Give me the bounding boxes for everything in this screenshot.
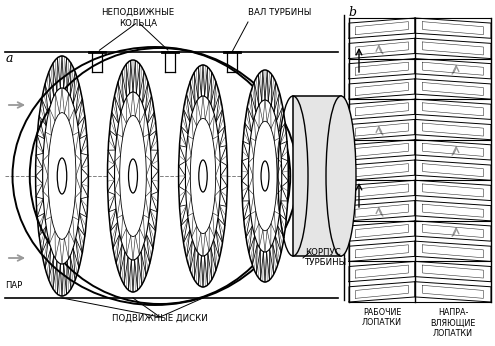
Text: РАБОЧИЕ
ЛОПАТКИ: РАБОЧИЕ ЛОПАТКИ [362, 308, 402, 327]
Ellipse shape [326, 96, 356, 256]
Text: ПОДВИЖНЫЕ ДИСКИ: ПОДВИЖНЫЕ ДИСКИ [112, 314, 208, 323]
Ellipse shape [253, 121, 277, 231]
Ellipse shape [179, 65, 227, 287]
Ellipse shape [107, 60, 158, 292]
Bar [344, 0, 495, 346]
Ellipse shape [242, 70, 288, 282]
Ellipse shape [261, 161, 269, 191]
Ellipse shape [36, 56, 89, 296]
Ellipse shape [186, 96, 221, 256]
Text: b: b [348, 6, 356, 19]
Ellipse shape [120, 116, 147, 236]
Text: НАПРА-
ВЛЯЮЩИЕ
ЛОПАТКИ: НАПРА- ВЛЯЮЩИЕ ЛОПАТКИ [430, 308, 476, 338]
Ellipse shape [43, 88, 81, 264]
Text: ВАЛ ТУРБИНЫ: ВАЛ ТУРБИНЫ [248, 8, 311, 17]
Ellipse shape [191, 118, 216, 234]
Bar [0, 0, 345, 346]
Ellipse shape [48, 113, 76, 239]
Polygon shape [293, 96, 341, 256]
Ellipse shape [129, 159, 138, 193]
Text: НЕПОДВИЖНЫЕ
КОЛЬЦА: НЕПОДВИЖНЫЕ КОЛЬЦА [101, 8, 175, 27]
Ellipse shape [199, 160, 207, 192]
Text: КОРПУС
ТУРБИНЫ: КОРПУС ТУРБИНЫ [305, 248, 347, 267]
Ellipse shape [57, 158, 67, 194]
Text: a: a [6, 52, 13, 65]
Text: ПАР: ПАР [5, 281, 22, 290]
Ellipse shape [114, 92, 151, 260]
Ellipse shape [248, 100, 282, 252]
